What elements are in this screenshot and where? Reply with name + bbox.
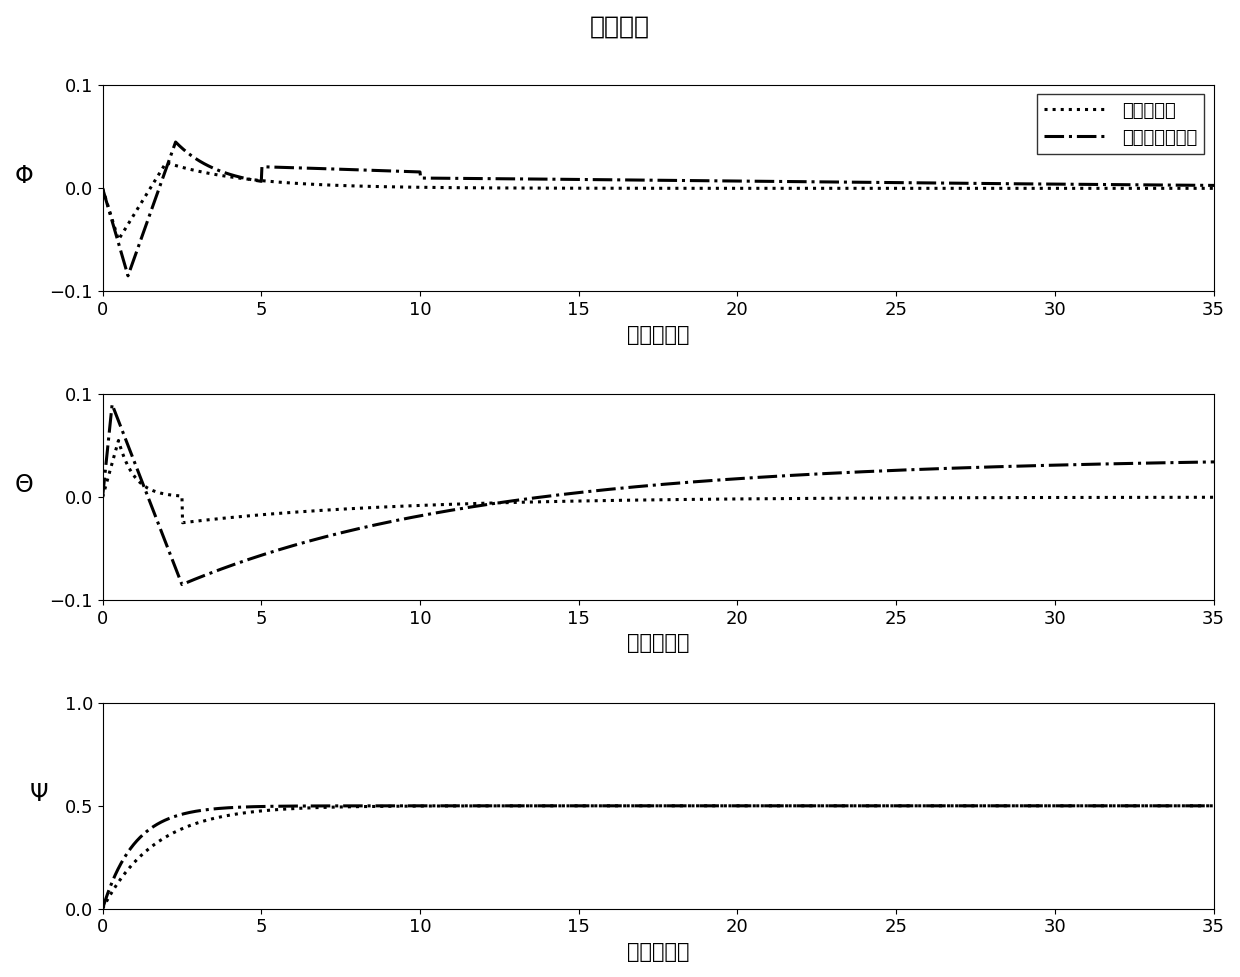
线性滑模面 bbox=[1207, 183, 1221, 194]
X-axis label: 时间（秒）: 时间（秒） bbox=[626, 324, 689, 345]
快速终端滑模面 bbox=[433, 506, 448, 518]
快速终端滑模面 bbox=[148, 820, 162, 831]
Y-axis label: Ψ: Ψ bbox=[30, 782, 48, 806]
X-axis label: 时间（秒）: 时间（秒） bbox=[626, 942, 689, 962]
Line: 快速终端滑模面: 快速终端滑模面 bbox=[103, 142, 1214, 276]
线性滑模面 bbox=[148, 486, 162, 497]
线性滑模面 bbox=[433, 499, 448, 511]
快速终端滑模面 bbox=[1207, 180, 1221, 191]
线性滑模面 bbox=[378, 181, 393, 192]
线性滑模面 bbox=[226, 511, 241, 523]
线性滑模面 bbox=[378, 501, 393, 513]
线性滑模面 bbox=[1105, 491, 1120, 503]
线性滑模面 bbox=[224, 809, 239, 821]
线性滑模面 bbox=[1104, 800, 1118, 812]
快速终端滑模面 bbox=[377, 800, 392, 812]
Line: 快速终端滑模面: 快速终端滑模面 bbox=[103, 806, 1214, 909]
线性滑模面 bbox=[1207, 491, 1221, 503]
Line: 线性滑模面: 线性滑模面 bbox=[103, 441, 1214, 523]
快速终端滑模面 bbox=[1073, 179, 1087, 191]
线性滑模面 bbox=[1073, 183, 1087, 194]
快速终端滑模面 bbox=[95, 491, 110, 503]
快速终端滑模面 bbox=[148, 510, 162, 522]
快速终端滑模面 bbox=[1073, 458, 1087, 470]
线性滑模面 bbox=[159, 156, 174, 168]
快速终端滑模面 bbox=[95, 183, 110, 194]
快速终端滑模面 bbox=[104, 399, 119, 410]
Y-axis label: Φ: Φ bbox=[15, 164, 33, 189]
Y-axis label: Θ: Θ bbox=[15, 473, 33, 497]
线性滑模面 bbox=[1073, 491, 1087, 503]
线性滑模面 bbox=[148, 838, 162, 850]
快速终端滑模面 bbox=[1105, 458, 1120, 470]
线性滑模面 bbox=[95, 183, 110, 194]
线性滑模面 bbox=[95, 903, 110, 914]
Text: 姿态跟踪: 姿态跟踪 bbox=[590, 15, 650, 39]
快速终端滑模面 bbox=[224, 802, 239, 814]
快速终端滑模面 bbox=[1203, 800, 1218, 812]
快速终端滑模面 bbox=[433, 172, 448, 184]
快速终端滑模面 bbox=[226, 169, 241, 181]
快速终端滑模面 bbox=[226, 559, 241, 571]
线性滑模面 bbox=[226, 171, 241, 183]
快速终端滑模面 bbox=[175, 578, 190, 590]
线性滑模面 bbox=[377, 800, 392, 812]
线性滑模面 bbox=[432, 800, 446, 812]
线性滑模面 bbox=[148, 174, 162, 186]
X-axis label: 时间（秒）: 时间（秒） bbox=[626, 633, 689, 654]
Line: 线性滑模面: 线性滑模面 bbox=[103, 806, 1214, 909]
线性滑模面 bbox=[95, 491, 110, 503]
快速终端滑模面 bbox=[169, 136, 184, 148]
快速终端滑模面 bbox=[378, 517, 393, 529]
快速终端滑模面 bbox=[95, 903, 110, 914]
快速终端滑模面 bbox=[1071, 800, 1086, 812]
线性滑模面 bbox=[1207, 800, 1221, 812]
快速终端滑模面 bbox=[1207, 456, 1221, 468]
快速终端滑模面 bbox=[378, 165, 393, 177]
线性滑模面 bbox=[175, 517, 190, 529]
线性滑模面 bbox=[433, 182, 448, 193]
快速终端滑模面 bbox=[1207, 800, 1221, 812]
快速终端滑模面 bbox=[432, 800, 446, 812]
Line: 线性滑模面: 线性滑模面 bbox=[103, 162, 1214, 239]
线性滑模面 bbox=[112, 234, 126, 245]
Line: 快速终端滑模面: 快速终端滑模面 bbox=[103, 404, 1214, 584]
线性滑模面 bbox=[1071, 800, 1086, 812]
线性滑模面 bbox=[1105, 183, 1120, 194]
快速终端滑模面 bbox=[1105, 179, 1120, 191]
快速终端滑模面 bbox=[148, 193, 162, 205]
快速终端滑模面 bbox=[1104, 800, 1118, 812]
Legend: 线性滑模面, 快速终端滑模面: 线性滑模面, 快速终端滑模面 bbox=[1037, 95, 1204, 154]
快速终端滑模面 bbox=[120, 270, 135, 281]
线性滑模面 bbox=[112, 435, 126, 446]
